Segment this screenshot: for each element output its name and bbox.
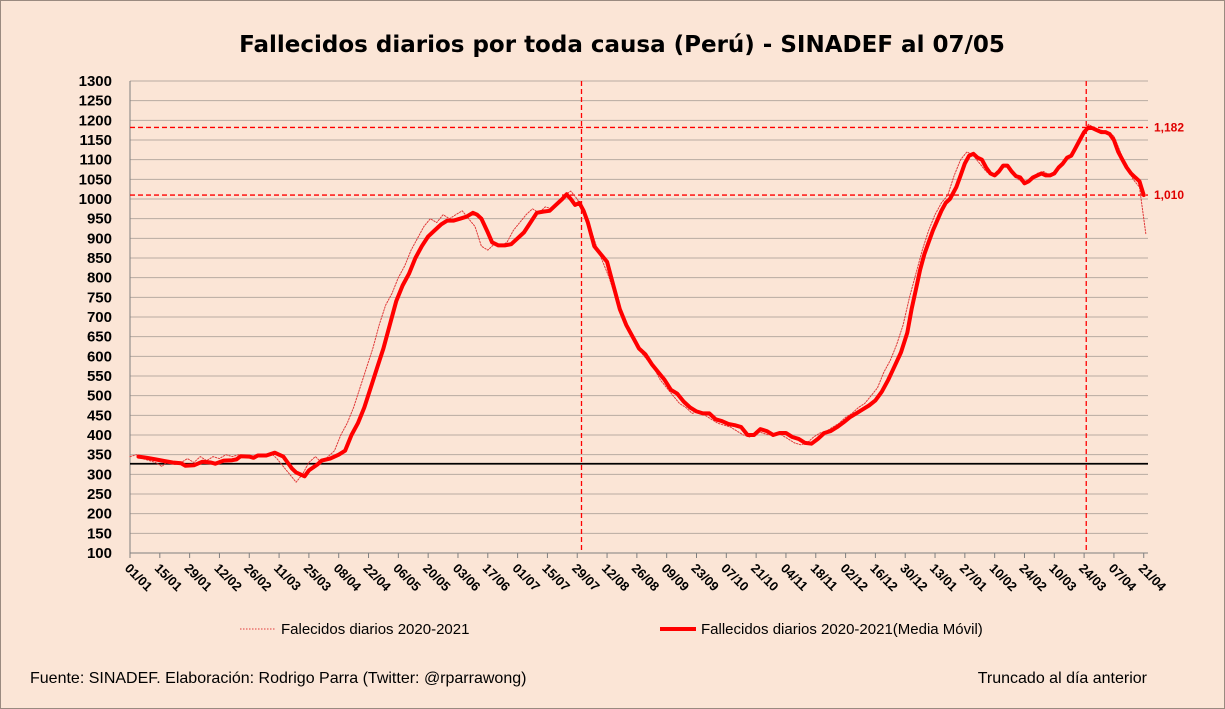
x-tick-label: 15/07 <box>539 561 573 595</box>
x-tick-label: 29/01 <box>182 561 216 595</box>
x-tick-label: 15/01 <box>152 561 186 595</box>
y-tick-label: 750 <box>87 289 112 306</box>
x-tick-label: 02/12 <box>837 561 871 595</box>
x-tick-label: 29/07 <box>569 561 603 595</box>
y-tick-label: 650 <box>87 329 112 346</box>
x-tick-label: 12/02 <box>211 561 245 595</box>
y-tick-label: 400 <box>87 427 112 444</box>
x-tick-label: 30/12 <box>897 561 931 595</box>
y-tick-label: 1100 <box>79 152 112 169</box>
x-tick-label: 26/08 <box>629 561 663 595</box>
x-tick-label: 17/06 <box>480 561 514 595</box>
y-tick-label: 450 <box>87 407 112 424</box>
y-tick-label: 850 <box>87 250 112 267</box>
x-tick-label: 03/06 <box>450 561 484 595</box>
legend-label-1: Fallecidos diarios 2020-2021(Media Móvil… <box>701 621 983 638</box>
x-tick-label: 25/03 <box>301 561 335 595</box>
y-tick-label: 550 <box>87 368 112 385</box>
series-line-0 <box>129 123 1147 483</box>
y-tick-label: 100 <box>87 545 112 562</box>
x-tick-label: 26/02 <box>241 561 275 595</box>
series <box>129 123 1147 483</box>
legend-label-0: Falecidos diarios 2020-2021 <box>281 621 469 638</box>
x-tick-label: 07/04 <box>1106 561 1140 595</box>
y-tick-label: 1200 <box>79 112 112 129</box>
x-tick-label: 27/01 <box>957 561 991 595</box>
x-tick-label: 10/03 <box>1046 561 1080 595</box>
y-axis-ticks: 100 150 200 250 300 350 400 450 500 550 600 650 700 7… <box>79 73 112 562</box>
y-tick-label: 1000 <box>79 191 112 208</box>
x-tick-label: 10/02 <box>987 561 1021 595</box>
grid <box>129 80 1148 554</box>
y-tick-label: 350 <box>87 447 112 464</box>
chart-title: Fallecidos diarios por toda causa (Perú)… <box>239 32 1005 58</box>
y-tick-label: 950 <box>87 211 112 228</box>
x-tick-label: 07/10 <box>718 561 752 595</box>
y-tick-label: 600 <box>87 348 112 365</box>
x-tick-label: 20/05 <box>420 561 454 595</box>
x-tick-label: 12/08 <box>599 561 633 595</box>
series-line-1 <box>136 125 1146 479</box>
y-tick-label: 150 <box>87 525 112 542</box>
y-tick-label: 200 <box>87 506 112 523</box>
x-axis-ticks: 01/0115/0129/0112/0226/0211/0325/0308/04… <box>122 553 1170 595</box>
x-tick-label: 09/09 <box>659 561 693 595</box>
x-tick-label: 01/01 <box>122 561 156 595</box>
y-tick-label: 900 <box>87 230 112 247</box>
x-tick-label: 08/04 <box>331 561 365 595</box>
x-tick-label: 22/04 <box>360 561 394 595</box>
y-tick-label: 250 <box>87 486 112 503</box>
footer-source: Fuente: SINADEF. Elaboración: Rodrigo Pa… <box>30 670 526 687</box>
x-tick-label: 04/11 <box>778 561 811 594</box>
x-tick-label: 16/12 <box>867 561 901 595</box>
x-tick-label: 06/05 <box>390 561 424 595</box>
x-tick-label: 11/03 <box>271 561 304 594</box>
y-tick-label: 1300 <box>79 73 112 90</box>
x-tick-label: 13/01 <box>927 561 961 595</box>
reference-line-label: 1,182 <box>1154 120 1184 134</box>
y-tick-label: 700 <box>87 309 112 326</box>
x-tick-label: 24/03 <box>1076 561 1110 595</box>
x-tick-label: 18/11 <box>808 561 841 594</box>
y-tick-label: 1150 <box>79 132 112 149</box>
reference-lines: 1,182 1,010 <box>130 81 1184 553</box>
y-tick-label: 800 <box>87 270 112 287</box>
x-tick-label: 24/02 <box>1016 561 1050 595</box>
x-tick-label: 21/04 <box>1136 561 1170 595</box>
y-tick-label: 1050 <box>79 171 112 188</box>
y-tick-label: 1250 <box>79 93 112 110</box>
x-tick-label: 23/09 <box>688 561 722 595</box>
reference-line-label: 1,010 <box>1154 188 1184 202</box>
footer-note: Truncado al día anterior <box>978 670 1148 687</box>
legend: Falecidos diarios 2020-2021 Fallecidos di… <box>240 621 983 638</box>
y-tick-label: 500 <box>87 388 112 405</box>
x-tick-label: 21/10 <box>748 561 782 595</box>
y-tick-label: 300 <box>87 466 112 483</box>
x-tick-label: 01/07 <box>509 561 543 595</box>
